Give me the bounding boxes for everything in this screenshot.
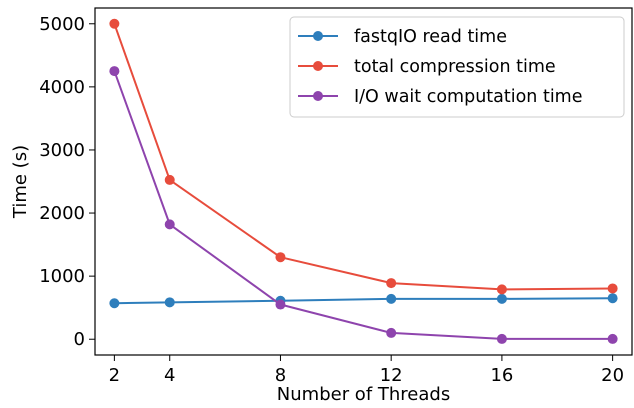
legend-marker bbox=[313, 91, 323, 101]
legend: fastqIO read time total compression time I… bbox=[289, 16, 625, 118]
y-axis-label: Time (s) bbox=[10, 145, 31, 219]
series-2 bbox=[109, 18, 618, 295]
y-tick-label: 5000 bbox=[39, 14, 85, 35]
x-tick-label: 12 bbox=[380, 365, 403, 386]
x-tick-label: 16 bbox=[490, 365, 513, 386]
legend-label: I/O wait computation time bbox=[354, 87, 583, 107]
data-point bbox=[496, 293, 507, 304]
data-point bbox=[164, 174, 175, 185]
series-line bbox=[114, 297, 613, 305]
data-point bbox=[275, 252, 286, 263]
data-point bbox=[607, 283, 618, 294]
data-point bbox=[496, 284, 507, 295]
data-point bbox=[386, 327, 397, 338]
legend-entry: total compression time bbox=[298, 57, 556, 77]
x-tick-label: 8 bbox=[275, 365, 286, 386]
plot-frame bbox=[94, 7, 633, 356]
data-point bbox=[164, 219, 175, 230]
y-tick-label: 0 bbox=[74, 329, 85, 350]
data-point bbox=[607, 333, 618, 344]
legend-marker bbox=[313, 61, 323, 71]
legend-label: fastqIO read time bbox=[354, 27, 507, 47]
legend-box bbox=[289, 16, 625, 118]
legend-entry: I/O wait computation time bbox=[298, 87, 583, 107]
data-point bbox=[164, 297, 175, 308]
series-1 bbox=[109, 293, 618, 309]
y-tick-label: 4000 bbox=[39, 77, 85, 98]
data-point bbox=[109, 298, 120, 309]
data-point bbox=[109, 18, 120, 29]
series-line bbox=[113, 70, 613, 340]
data-point bbox=[496, 333, 507, 344]
y-tick-label: 1000 bbox=[39, 266, 85, 287]
y-tick-label: 2000 bbox=[39, 203, 85, 224]
data-point bbox=[275, 299, 286, 310]
x-axis-ticks: 2 4 8 12 16 20 bbox=[109, 355, 624, 386]
series-line bbox=[113, 23, 613, 291]
x-tick-label: 20 bbox=[601, 365, 624, 386]
data-point bbox=[109, 66, 120, 77]
legend-label: total compression time bbox=[354, 57, 556, 77]
legend-marker bbox=[313, 31, 323, 41]
x-tick-label: 4 bbox=[164, 365, 175, 386]
data-point bbox=[386, 293, 397, 304]
y-axis-ticks: 0 1000 2000 3000 4000 5000 bbox=[39, 14, 95, 350]
x-tick-label: 2 bbox=[109, 365, 120, 386]
legend-entry: fastqIO read time bbox=[298, 27, 507, 47]
data-point bbox=[607, 293, 618, 304]
data-point bbox=[386, 278, 397, 289]
y-tick-label: 3000 bbox=[39, 140, 85, 161]
plot-marks bbox=[109, 18, 618, 344]
x-axis-label: Number of Threads bbox=[277, 384, 450, 405]
series-3 bbox=[109, 66, 618, 344]
